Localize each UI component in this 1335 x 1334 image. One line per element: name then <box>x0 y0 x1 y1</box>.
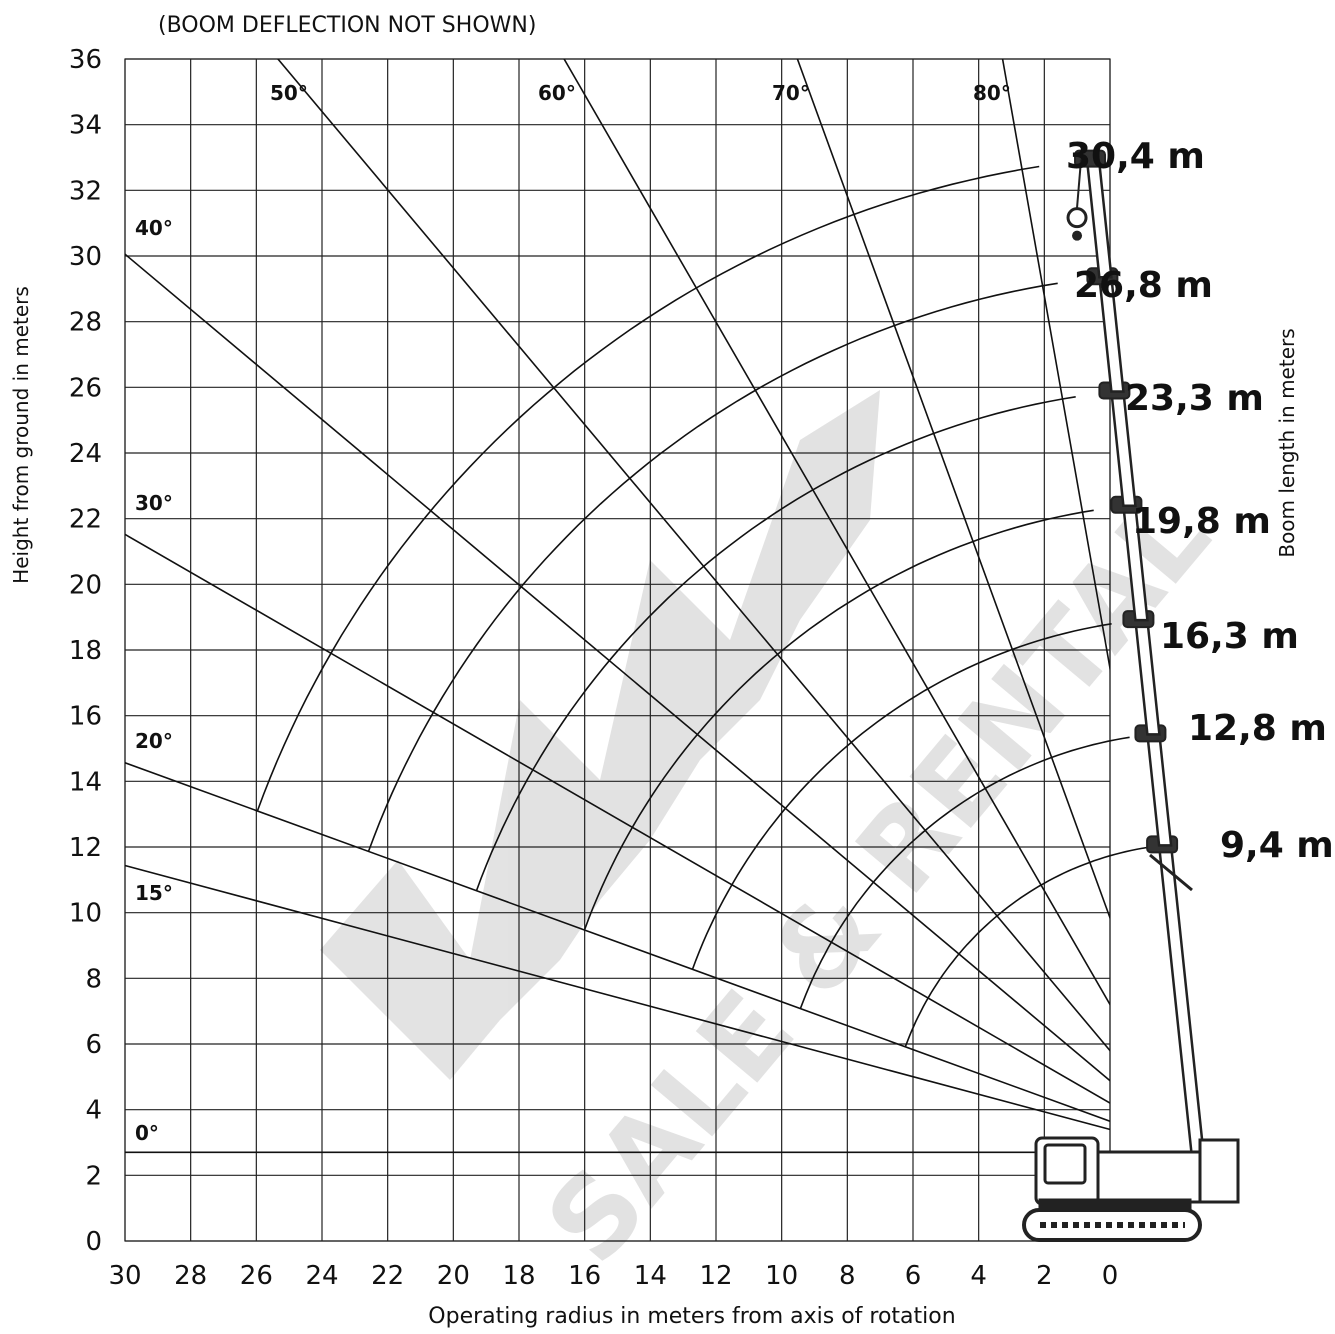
hook <box>1072 230 1083 241</box>
y-tick-label: 0 <box>85 1227 102 1257</box>
angle-line <box>125 864 1110 1131</box>
boom-length-arc <box>256 165 1040 812</box>
y-tick-label: 34 <box>69 111 102 141</box>
boom-section <box>1085 158 1113 279</box>
plot-frame <box>124 58 1111 1242</box>
y-tick-label: 36 <box>69 45 102 75</box>
angle-line <box>563 59 1110 1007</box>
y-tick-label: 14 <box>69 767 102 797</box>
angle-label: 80° <box>973 81 1011 105</box>
x-tick-label: 16 <box>568 1261 601 1291</box>
y2-axis-title: Boom length in meters <box>1275 328 1299 557</box>
x-tick-label: 28 <box>174 1261 207 1291</box>
angle-line <box>1001 59 1110 673</box>
boom-length-label: 9,4 m <box>1220 825 1334 866</box>
y-tick-label: 2 <box>85 1161 102 1191</box>
boom-section <box>1146 733 1173 847</box>
x-tick-label: 2 <box>1036 1261 1053 1291</box>
boom-arcs <box>256 165 1148 1048</box>
boom-length-label: 12,8 m <box>1188 708 1327 749</box>
angle-label: 40° <box>135 216 173 240</box>
hook-rope <box>1076 159 1083 208</box>
boom-head <box>1074 149 1107 168</box>
watermark-logo-shape <box>320 390 880 1080</box>
angle-label: 50° <box>270 81 308 105</box>
x-tick-label: 22 <box>371 1261 404 1291</box>
chart-subtitle: (BOOM DEFLECTION NOT SHOWN) <box>158 13 536 38</box>
boom-length-arc <box>367 282 1058 852</box>
x-tick-label: 12 <box>699 1261 732 1291</box>
y-tick-label: 28 <box>69 308 102 338</box>
angle-line <box>125 761 1110 1123</box>
angle-label: 60° <box>538 81 576 105</box>
crane-upper-body <box>1096 1150 1212 1204</box>
angle-line <box>276 59 1110 1052</box>
angle-label: 70° <box>772 81 810 105</box>
y-tick-label: 22 <box>69 505 102 535</box>
y-tick-label: 12 <box>69 833 102 863</box>
x-tick-label: 30 <box>108 1261 141 1291</box>
boom-length-label: 23,3 m <box>1125 378 1264 419</box>
x-tick-label: 18 <box>502 1261 535 1291</box>
angle-label: 30° <box>135 491 173 515</box>
boom-length-arc <box>475 396 1076 891</box>
boom-section <box>1157 844 1205 1154</box>
boom-length-arc <box>691 623 1112 970</box>
angle-line <box>125 253 1110 1082</box>
y-axis-title: Height from ground in meters <box>9 286 33 584</box>
x-tick-label: 6 <box>905 1261 922 1291</box>
boom-length-arc <box>583 509 1094 931</box>
hook-block <box>1066 207 1088 229</box>
jib-stub <box>1149 853 1193 892</box>
angle-lines <box>125 59 1110 1154</box>
y-tick-label: 18 <box>69 636 102 666</box>
y-tick-label: 30 <box>69 242 102 272</box>
y-tick-label: 24 <box>69 439 102 469</box>
y-tick-label: 20 <box>69 570 102 600</box>
crane-icon <box>1022 1136 1240 1242</box>
x-tick-label: 10 <box>765 1261 798 1291</box>
y-tick-label: 32 <box>69 176 102 206</box>
boom-length-label: 30,4 m <box>1066 136 1205 177</box>
boom-length-arc <box>799 736 1130 1009</box>
labels: 30 28 26 24 22 20 18 16 14 12 10 8 6 4 2 00246810121416… <box>9 13 1334 1329</box>
x-tick-label: 24 <box>305 1261 338 1291</box>
x-tick-label: 26 <box>240 1261 273 1291</box>
crane-counterweight <box>1198 1138 1240 1204</box>
boom-length-label: 16,3 m <box>1160 616 1299 657</box>
crane-cab-window <box>1043 1143 1087 1185</box>
angle-label: 15° <box>135 881 173 905</box>
angle-line <box>125 533 1110 1104</box>
y-tick-label: 6 <box>85 1030 102 1060</box>
x-tick-label: 14 <box>634 1261 667 1291</box>
x-tick-label: 0 <box>1102 1261 1119 1291</box>
x-tick-label: 4 <box>970 1261 987 1291</box>
y-tick-label: 26 <box>69 373 102 403</box>
boom-sections <box>1066 149 1205 1154</box>
y-tick-label: 4 <box>85 1096 102 1126</box>
x-axis-title: Operating radius in meters from axis of … <box>428 1304 955 1329</box>
boom-length-arc <box>904 846 1148 1048</box>
angle-label: 20° <box>135 729 173 753</box>
angle-label: 0° <box>135 1121 159 1145</box>
y-tick-label: 10 <box>69 899 102 929</box>
y-tick-label: 8 <box>85 964 102 994</box>
x-tick-label: 20 <box>437 1261 470 1291</box>
y-tick-label: 16 <box>69 702 102 732</box>
x-tick-label: 8 <box>839 1261 856 1291</box>
boom-length-label: 26,8 m <box>1074 265 1213 306</box>
angle-line <box>796 59 1110 921</box>
boom-length-label: 19,8 m <box>1132 501 1271 542</box>
